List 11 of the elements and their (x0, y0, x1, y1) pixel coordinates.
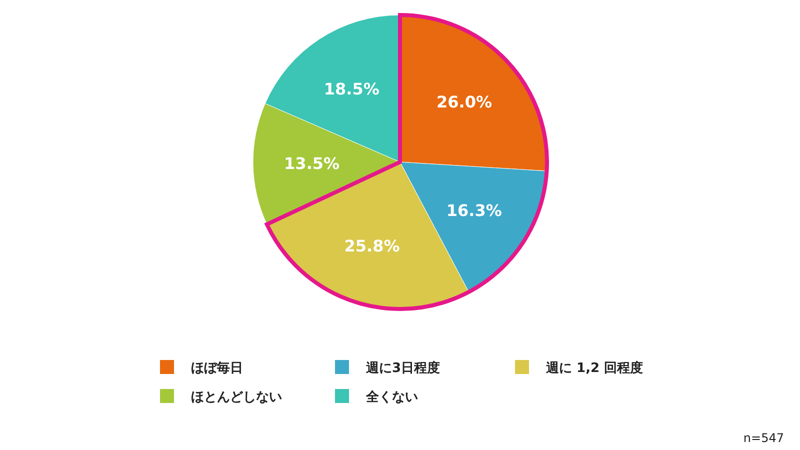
data-label: 25.8% (344, 236, 400, 256)
legend-label: 全くない (365, 390, 418, 405)
legend-label: ほとんどしない (191, 390, 282, 405)
text: n=547 (743, 431, 784, 445)
legend-label: ほぼ毎日 (191, 361, 243, 376)
data-label: 18.5% (324, 79, 380, 98)
data-label: 16.3% (446, 200, 502, 220)
legend-label: 週に3日程度 (365, 360, 440, 376)
legend-label: 週に 1,2 回程度 (545, 360, 644, 376)
data-label: 26.0% (436, 92, 492, 112)
data-label: 13.5% (284, 154, 340, 174)
